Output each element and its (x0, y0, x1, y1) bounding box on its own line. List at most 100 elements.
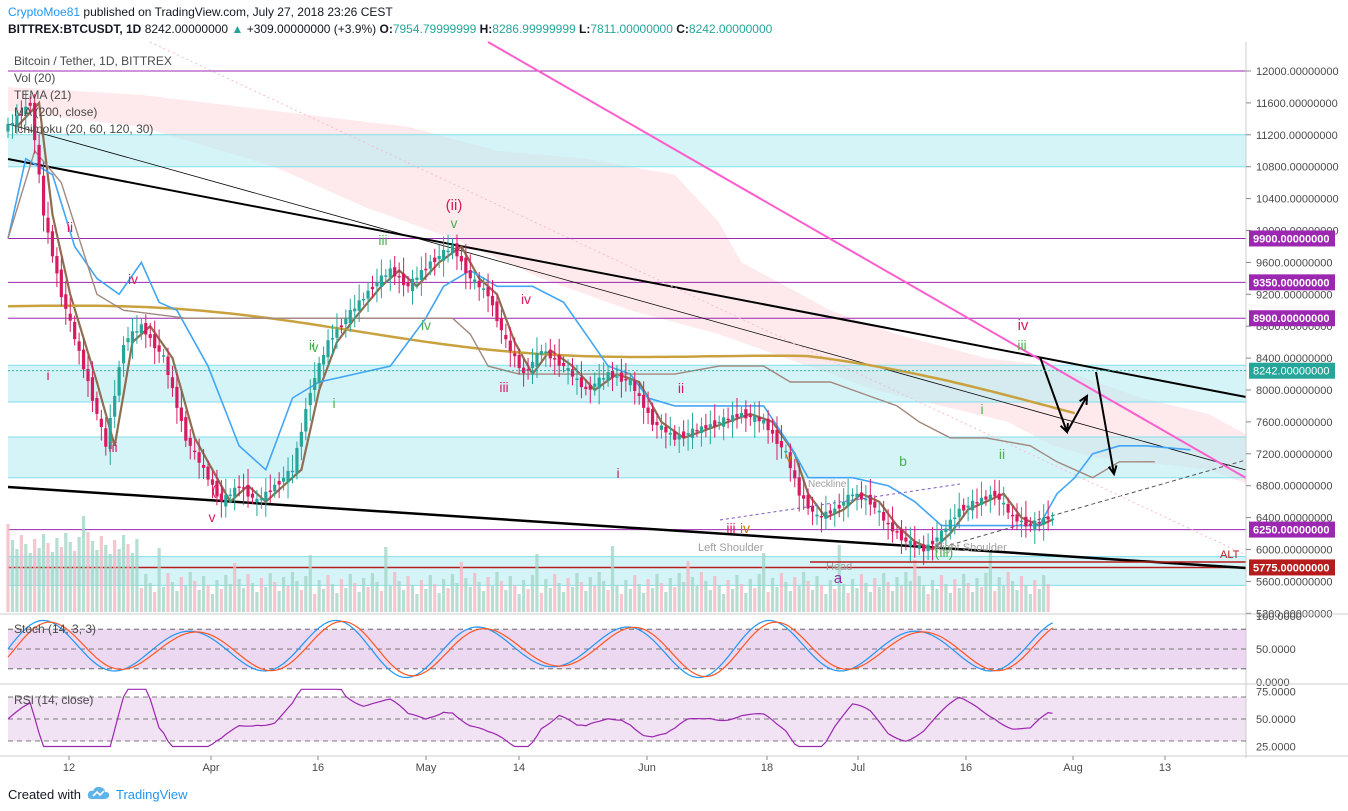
candle (393, 267, 397, 277)
volume-bar (668, 578, 672, 612)
candle (762, 419, 766, 424)
volume-bar (406, 576, 410, 612)
rsi-line (7, 688, 1053, 748)
volume-bar (215, 580, 219, 612)
candle (326, 340, 330, 358)
volume-bar (993, 591, 997, 612)
rsi-pane[interactable]: RSI (14, close) 75.0000 50.0000 25.0000 (0, 683, 1348, 754)
time-tick-label: 16 (960, 762, 972, 774)
volume-bar (68, 542, 72, 612)
candle (1015, 514, 1019, 522)
tradingview-link[interactable]: TradingView (116, 787, 188, 802)
volume-bar (442, 579, 446, 612)
candle (450, 244, 455, 253)
stoch-tick-label: 50.0000 (1256, 644, 1296, 656)
stoch-band (8, 629, 1246, 669)
candle (1046, 516, 1050, 520)
time-tick-label: 13 (1159, 762, 1171, 774)
legend: Bitcoin / Tether, 1D, BITTREX Vol (20) TEM… (14, 54, 172, 136)
candle (779, 441, 784, 448)
volume-bar (139, 588, 143, 612)
footer: Created with TradingView (0, 780, 1348, 811)
candle (473, 279, 477, 284)
high-label: H: (479, 22, 493, 36)
volume-bar (913, 560, 917, 612)
publish-info: published on TradingView.com, July 27, 2… (83, 5, 393, 19)
volume-bar (708, 590, 712, 612)
volume-bar (415, 594, 419, 612)
volume-bar (739, 584, 744, 612)
candle (419, 270, 423, 280)
price-tick-label: 6800.00000000 (1256, 481, 1332, 493)
candle (397, 275, 401, 278)
candle (286, 470, 290, 483)
stoch-pane[interactable]: Stoch (14, 3, 3) 100.0000 50.0000 0.0000 (0, 611, 1348, 689)
candle (882, 512, 886, 521)
volume-bar (548, 588, 552, 612)
candle (308, 392, 312, 406)
candle (28, 102, 32, 106)
time-tick-label: 18 (761, 762, 773, 774)
arrow-head-icon (1079, 393, 1089, 406)
volume-bar (650, 588, 655, 612)
candle (210, 479, 215, 485)
candle (615, 376, 619, 378)
created-with-label: Created with (8, 787, 81, 802)
candle (379, 275, 383, 288)
volume-bar (842, 584, 846, 612)
volume-bar (433, 584, 437, 612)
time-tick-label: 16 (312, 762, 324, 774)
candle (828, 510, 832, 514)
volume-bar (277, 591, 281, 612)
candle (984, 496, 988, 500)
candle (277, 480, 281, 485)
candle (437, 256, 441, 260)
volume-bar (419, 580, 423, 612)
volume-bar (730, 589, 735, 612)
left-shoulder-label: Left Shoulder (698, 542, 764, 554)
candle (170, 377, 175, 389)
volume-bar (121, 535, 126, 612)
candle (824, 511, 828, 519)
volume-bar (1024, 585, 1028, 612)
candle (770, 429, 775, 434)
candle (402, 273, 406, 286)
legend-item-0: Bitcoin / Tether, 1D, BITTREX (14, 54, 172, 68)
candle (793, 470, 797, 479)
author-link[interactable]: CryptoMoe81 (8, 5, 81, 19)
candle (130, 331, 135, 343)
volume-bar (824, 594, 828, 612)
volume-bar (210, 594, 215, 612)
wave-label: b (899, 453, 907, 469)
candle (59, 269, 63, 298)
candle (913, 541, 917, 547)
volume-bar (1042, 575, 1046, 612)
price-level-tag-label: 6250.00000000 (1253, 525, 1329, 537)
time-axis[interactable]: 12 Apr 16 May 14 Jun 18 Jul 16 Aug 13 (0, 755, 1348, 774)
candle (948, 519, 952, 531)
pink-trendline (487, 41, 1247, 479)
volume-bar (922, 585, 926, 612)
candle (979, 497, 984, 505)
volume-bar (833, 589, 837, 612)
arrow-head-icon (1107, 465, 1118, 477)
candle (495, 301, 499, 322)
candle (757, 417, 761, 422)
candle (850, 494, 855, 497)
wave-label: (i) (212, 482, 224, 498)
price-tick-label: 6000.00000000 (1256, 545, 1332, 557)
price-axis-bg (1246, 42, 1348, 780)
candle (699, 426, 704, 434)
volume-bar (615, 585, 619, 612)
candle (321, 355, 326, 365)
volume-bar (46, 543, 50, 612)
candle (682, 431, 686, 438)
volume-bar (815, 576, 819, 612)
candle (624, 378, 628, 381)
wave-label: v (786, 449, 793, 465)
candle (108, 417, 112, 450)
volume-bar (450, 574, 455, 612)
volume-bar (584, 591, 588, 612)
price-axis[interactable]: 12000.00000000 11600.00000000 11200.000000… (8, 42, 1348, 780)
